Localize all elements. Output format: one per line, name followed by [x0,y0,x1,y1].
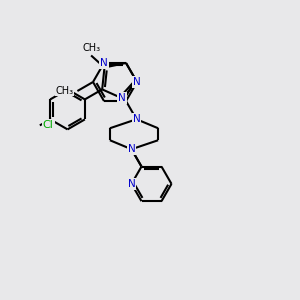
Text: N: N [128,179,135,189]
Text: N: N [118,93,126,103]
Text: CH₃: CH₃ [82,44,100,53]
Text: N: N [133,77,141,87]
Text: N: N [100,58,108,68]
Text: N: N [128,144,135,154]
Text: CH₃: CH₃ [55,86,74,96]
Text: N: N [133,114,140,124]
Text: Cl: Cl [43,120,54,130]
